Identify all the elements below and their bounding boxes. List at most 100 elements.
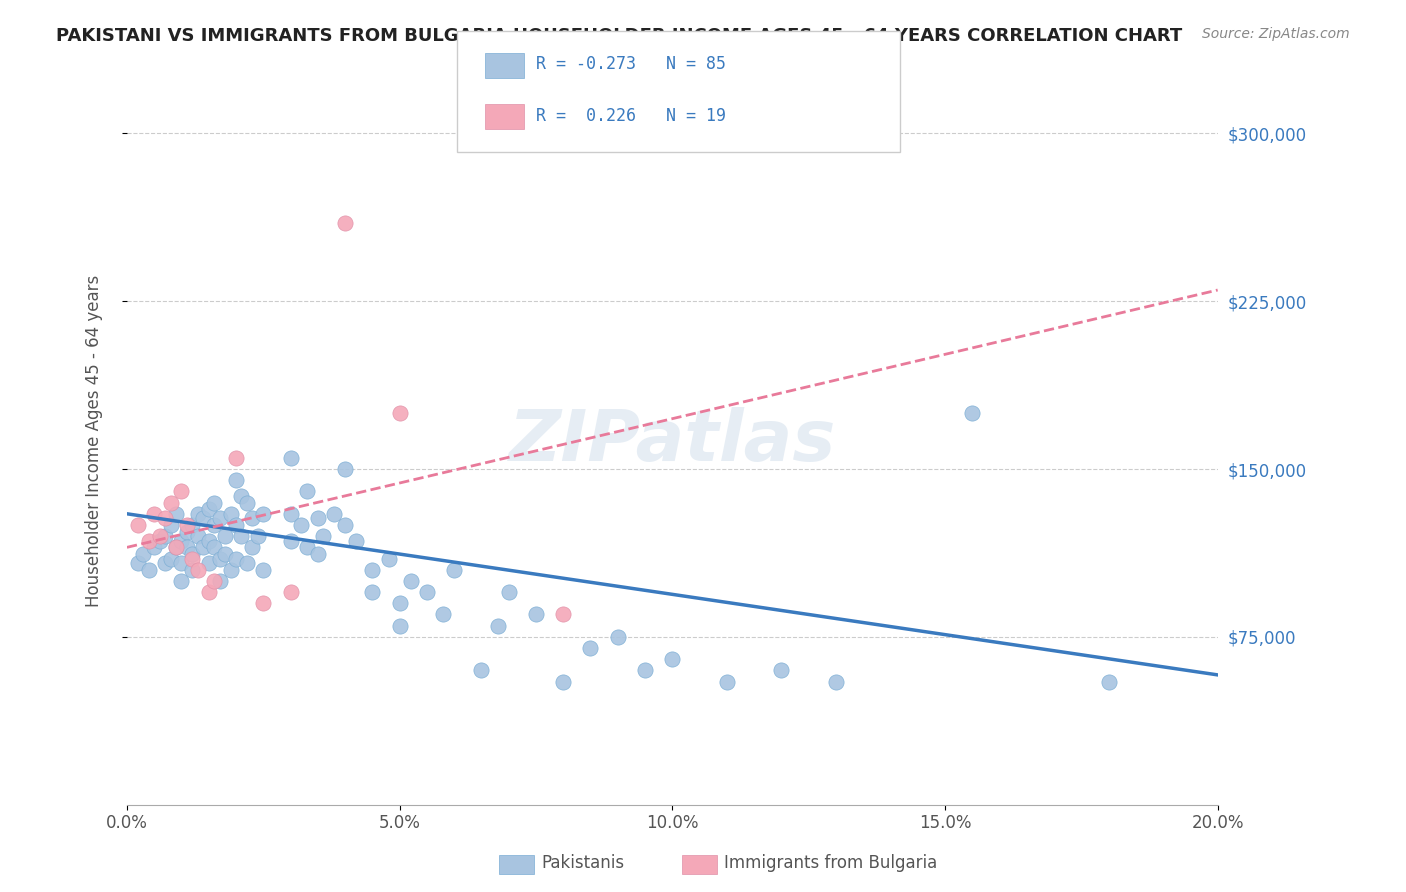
Point xyxy=(240,511,263,525)
Point xyxy=(127,556,149,570)
Point xyxy=(388,618,411,632)
Point xyxy=(132,547,155,561)
Point xyxy=(295,541,318,555)
Point xyxy=(524,607,547,622)
Point xyxy=(770,664,793,678)
Point xyxy=(553,607,575,622)
Point xyxy=(280,533,302,548)
Point xyxy=(214,547,236,561)
Point xyxy=(470,664,492,678)
Point xyxy=(127,518,149,533)
Point xyxy=(1097,674,1119,689)
Point xyxy=(187,507,209,521)
Point xyxy=(153,511,176,525)
Point xyxy=(176,524,198,539)
Point xyxy=(361,585,384,599)
Point xyxy=(252,596,274,610)
Point xyxy=(307,511,329,525)
Point xyxy=(432,607,454,622)
Point xyxy=(388,406,411,420)
Point xyxy=(312,529,335,543)
Point xyxy=(165,507,187,521)
Point xyxy=(197,556,219,570)
Text: R = -0.273   N = 85: R = -0.273 N = 85 xyxy=(536,55,725,73)
Point xyxy=(323,507,346,521)
Point xyxy=(170,484,193,499)
Point xyxy=(208,551,231,566)
Point xyxy=(960,406,983,420)
Point xyxy=(153,529,176,543)
Point xyxy=(252,563,274,577)
Point xyxy=(170,533,193,548)
Point xyxy=(344,533,367,548)
Point xyxy=(159,495,181,509)
Point xyxy=(225,518,247,533)
Point xyxy=(333,216,356,230)
Point xyxy=(416,585,439,599)
Point xyxy=(219,563,242,577)
Point xyxy=(197,502,219,516)
Point xyxy=(280,585,302,599)
Point xyxy=(231,529,253,543)
Point xyxy=(388,596,411,610)
Point xyxy=(377,551,399,566)
Point xyxy=(181,551,204,566)
Point xyxy=(225,551,247,566)
Point xyxy=(361,563,384,577)
Point xyxy=(333,518,356,533)
Point xyxy=(225,473,247,487)
Point xyxy=(165,541,187,555)
Point xyxy=(202,574,225,588)
Point xyxy=(202,518,225,533)
Point xyxy=(280,450,302,465)
Text: ZIPatlas: ZIPatlas xyxy=(509,407,837,475)
Point xyxy=(153,556,176,570)
Point xyxy=(333,462,356,476)
Point xyxy=(170,556,193,570)
Text: Immigrants from Bulgaria: Immigrants from Bulgaria xyxy=(724,855,938,872)
Point xyxy=(181,563,204,577)
Point xyxy=(716,674,738,689)
Point xyxy=(825,674,848,689)
Point xyxy=(193,541,215,555)
Text: R =  0.226   N = 19: R = 0.226 N = 19 xyxy=(536,107,725,125)
Point xyxy=(193,511,215,525)
Point xyxy=(307,547,329,561)
Point xyxy=(236,495,259,509)
Point xyxy=(225,450,247,465)
Text: PAKISTANI VS IMMIGRANTS FROM BULGARIA HOUSEHOLDER INCOME AGES 45 - 64 YEARS CORR: PAKISTANI VS IMMIGRANTS FROM BULGARIA HO… xyxy=(56,27,1182,45)
Point xyxy=(290,518,312,533)
Point xyxy=(214,529,236,543)
Point xyxy=(202,495,225,509)
Point xyxy=(280,507,302,521)
Point xyxy=(197,585,219,599)
Point xyxy=(661,652,683,666)
Point xyxy=(181,547,204,561)
Point xyxy=(219,507,242,521)
Point xyxy=(159,518,181,533)
Point xyxy=(149,533,172,548)
Point xyxy=(443,563,465,577)
Point xyxy=(197,533,219,548)
Point xyxy=(634,664,657,678)
Point xyxy=(187,563,209,577)
Point xyxy=(579,641,602,656)
Point xyxy=(138,533,160,548)
Text: Source: ZipAtlas.com: Source: ZipAtlas.com xyxy=(1202,27,1350,41)
Point xyxy=(606,630,628,644)
Point xyxy=(236,556,259,570)
Point xyxy=(202,541,225,555)
Point xyxy=(208,511,231,525)
Point xyxy=(170,574,193,588)
Point xyxy=(138,563,160,577)
Point xyxy=(208,574,231,588)
Point xyxy=(165,541,187,555)
Point xyxy=(231,489,253,503)
Point xyxy=(486,618,509,632)
Point xyxy=(176,518,198,533)
Text: Pakistanis: Pakistanis xyxy=(541,855,624,872)
Point xyxy=(176,541,198,555)
Point xyxy=(252,507,274,521)
Point xyxy=(399,574,422,588)
Point xyxy=(240,541,263,555)
